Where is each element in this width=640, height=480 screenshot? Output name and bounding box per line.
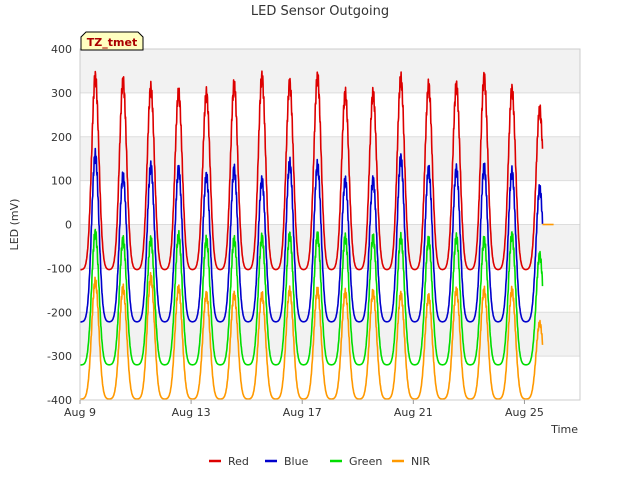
series-line-red	[79, 70, 544, 271]
series-line-nir	[79, 271, 544, 400]
y-tick-label: -300	[47, 350, 72, 363]
site-tag-box	[80, 31, 144, 51]
plot-band	[80, 49, 580, 93]
site-tag: TZ_tmet	[80, 31, 144, 51]
site-tag-label: TZ_tmet	[87, 36, 137, 49]
legend-label-blue: Blue	[284, 455, 309, 468]
chart-title: LED Sensor Outgoing	[251, 4, 389, 19]
y-axis-label: LED (mV)	[8, 199, 21, 251]
series-line-blue	[79, 147, 544, 323]
x-axis-label: Time	[550, 423, 578, 436]
plot-band	[80, 312, 580, 357]
plot-band	[80, 136, 580, 181]
series-layer	[79, 70, 554, 400]
y-tick-label: 0	[65, 219, 72, 232]
legend-label-red: Red	[228, 455, 249, 468]
plot-background-bands	[80, 49, 580, 357]
x-tick-label: Aug 25	[505, 406, 544, 419]
x-tick-label: Aug 17	[283, 406, 322, 419]
y-axis-ticks: -400 -300 -200 -100 0 100 200 300 400	[47, 43, 72, 407]
y-tick-label: -400	[47, 394, 72, 407]
x-axis-ticks: Aug 9 Aug 13 Aug 17 Aug 21 Aug 25	[64, 400, 544, 419]
legend-label-green: Green	[349, 455, 382, 468]
legend-label-nir: NIR	[411, 455, 430, 468]
x-tick-label: Aug 21	[394, 406, 433, 419]
legend: Red Blue Green NIR	[209, 455, 430, 468]
y-tick-label: -200	[47, 306, 72, 319]
x-tick-label: Aug 13	[172, 406, 211, 419]
y-tick-label: 100	[51, 175, 72, 188]
y-tick-label: -100	[47, 262, 72, 275]
plot-band	[80, 224, 580, 269]
y-tick-label: 300	[51, 87, 72, 100]
x-tick-label: Aug 9	[64, 406, 96, 419]
y-tick-label: 400	[51, 43, 72, 56]
y-tick-label: 200	[51, 131, 72, 144]
series-line-green	[79, 228, 544, 366]
plot-frame	[79, 48, 581, 401]
